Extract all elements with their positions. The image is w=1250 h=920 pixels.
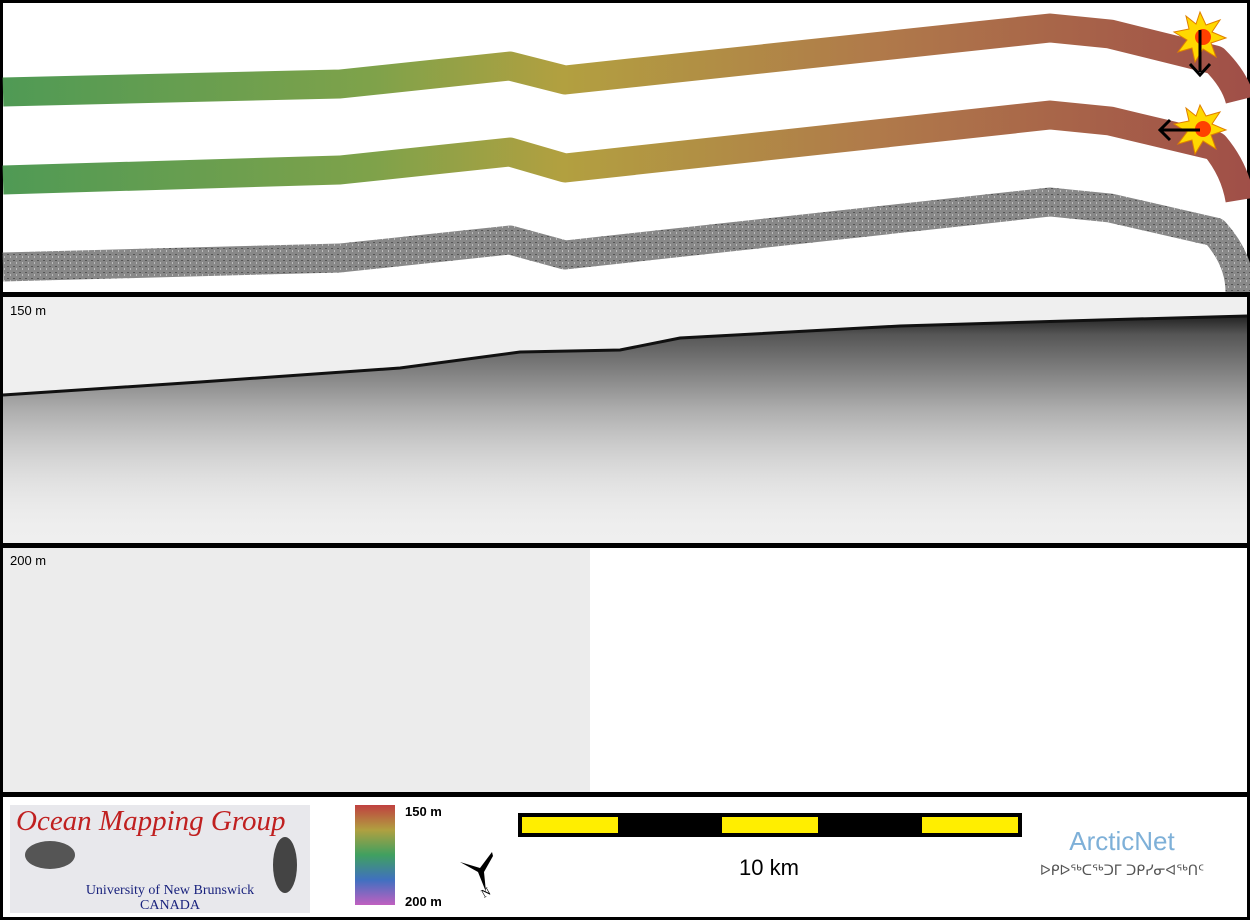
sun-illuminated-swath bbox=[2, 100, 1250, 203]
scale-segment bbox=[922, 817, 1018, 833]
depth-label: 150 m bbox=[10, 303, 46, 318]
backscatter-swath bbox=[2, 187, 1250, 293]
depth-label: 200 m bbox=[10, 553, 46, 568]
logo-university: University of New Brunswick bbox=[86, 883, 254, 898]
scale-segment bbox=[722, 817, 818, 833]
water-column-deep bbox=[3, 548, 590, 792]
logo-shape bbox=[273, 837, 297, 893]
logo-country: CANADA bbox=[140, 898, 201, 913]
colorbar-label: 200 m bbox=[405, 894, 442, 909]
partner-name: ArcticNet bbox=[1069, 826, 1175, 856]
bathymetry-swath bbox=[2, 13, 1250, 107]
seabed-line bbox=[2, 314, 1248, 397]
sun-icon bbox=[1172, 10, 1228, 78]
seabed-echo bbox=[3, 316, 1247, 543]
scale-label: 10 km bbox=[739, 855, 799, 880]
partner-syllabics: ᐅᑭᐅᖅᑕᖅᑐᒥ ᑐᑭᓯᓂᐊᖅᑎᑦ bbox=[1040, 863, 1204, 879]
colorbar bbox=[355, 805, 395, 905]
logo-shape bbox=[25, 841, 75, 869]
logo-title: Ocean Mapping Group bbox=[16, 805, 286, 837]
scale-segment bbox=[522, 817, 618, 833]
colorbar-label: 150 m bbox=[405, 804, 442, 819]
sun-icon bbox=[1157, 103, 1228, 156]
